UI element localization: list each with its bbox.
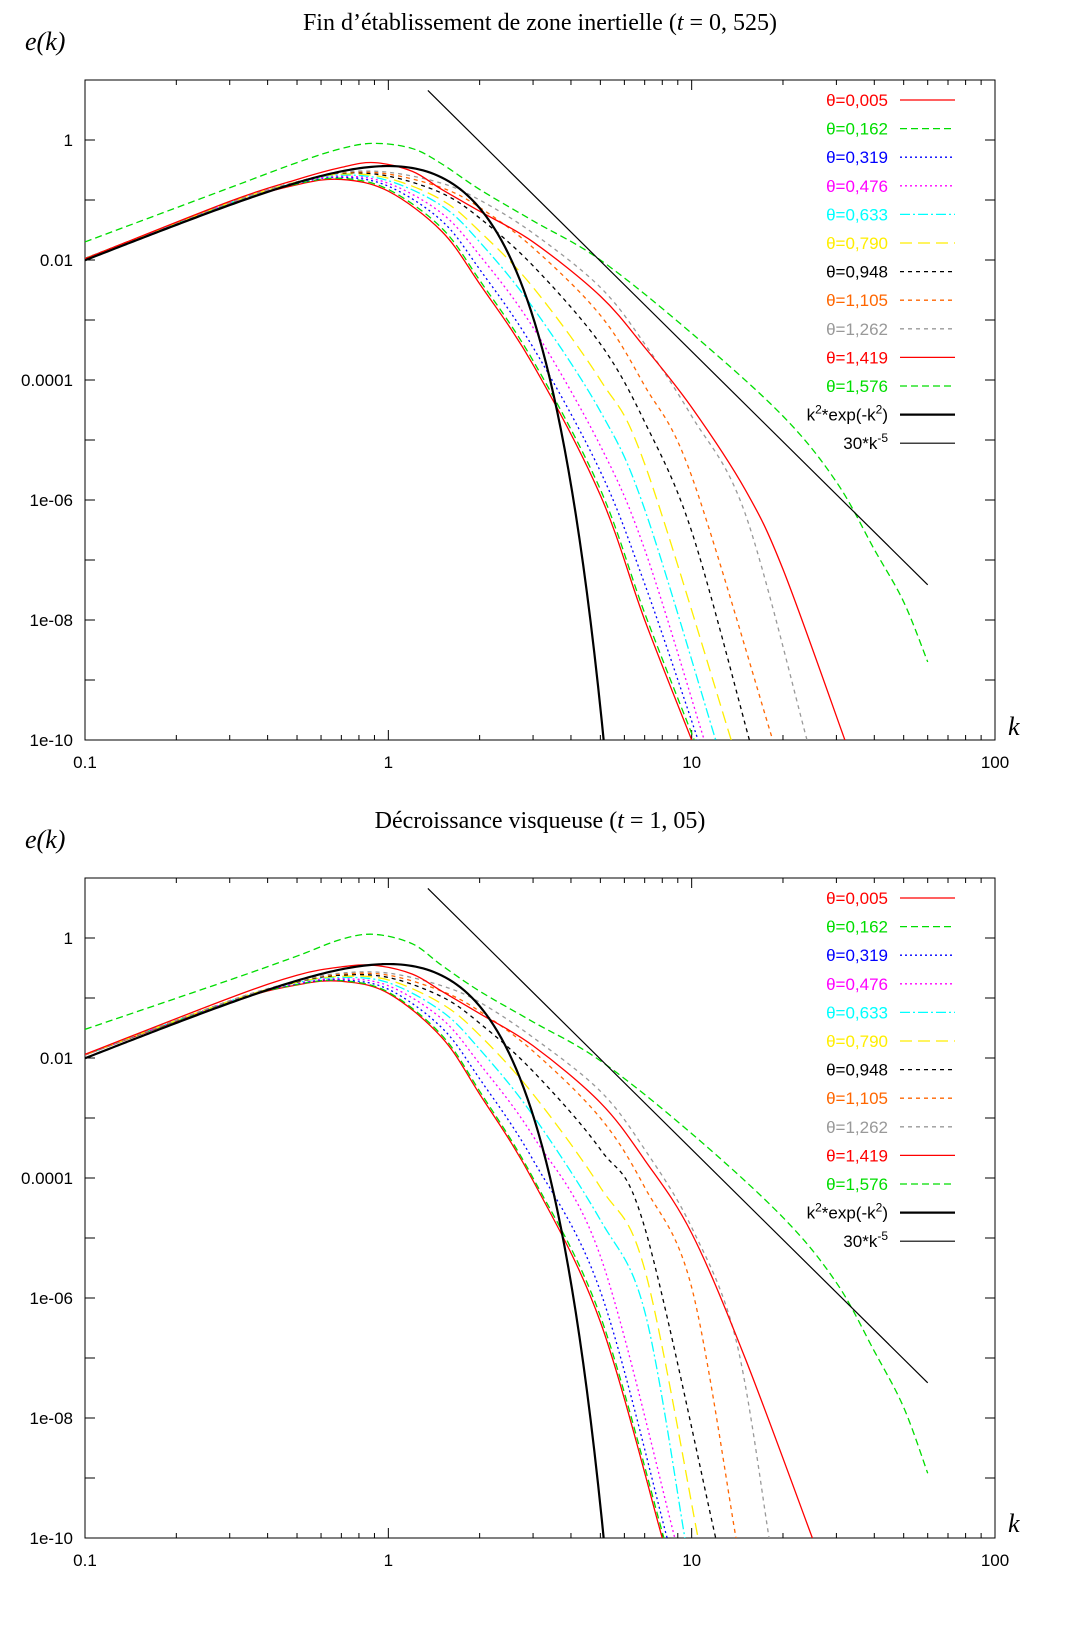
y-tick-label: 0.0001 (21, 1169, 73, 1188)
x-tick-label: 10 (682, 753, 701, 772)
legend-label-5: θ=0,633 (826, 1003, 888, 1022)
legend-label-7: θ=0,948 (826, 1061, 888, 1080)
legend-label-10: θ=1,419 (826, 348, 888, 367)
y-axis-label: e(k) (25, 825, 65, 854)
y-tick-label: 1e-08 (30, 1409, 73, 1428)
y-tick-label: 1 (64, 131, 73, 150)
y-axis-label: e(k) (25, 27, 65, 56)
series-group (85, 90, 929, 740)
legend-label-12: k2*exp(-k2) (807, 1201, 888, 1223)
series-line-9 (85, 170, 808, 740)
y-tick-label: 0.0001 (21, 371, 73, 390)
series-line-2 (85, 177, 695, 740)
y-tick-label: 0.01 (40, 1049, 73, 1068)
series-line-10 (85, 161, 846, 740)
y-tick-label: 1e-06 (30, 1289, 73, 1308)
legend-label-13: 30*k-5 (843, 431, 888, 453)
legend-label-6: θ=0,790 (826, 234, 888, 253)
x-tick-label: 10 (682, 1551, 701, 1570)
legend-label-11: θ=1,576 (826, 1175, 888, 1194)
legend: θ=0,005 θ=0,162 θ=0,319 θ=0,476 θ=0,633 θ=0,7… (807, 91, 955, 453)
legend-label-2: θ=0,162 (826, 120, 888, 139)
series-line-1 (85, 980, 663, 1538)
chart-title: Décroissance visqueuse (t = 1, 05) (375, 808, 706, 834)
legend-label-5: θ=0,633 (826, 205, 888, 224)
series-line-11 (85, 933, 929, 1474)
legend-label-3: θ=0,319 (826, 148, 888, 167)
x-tick-label: 0.1 (73, 753, 97, 772)
chart-panel-1: Fin d’établissement de zone inertielle (… (21, 10, 1020, 772)
legend-label-4: θ=0,476 (826, 975, 888, 994)
x-tick-label: 1 (384, 753, 393, 772)
legend-label-9: θ=1,262 (826, 320, 888, 339)
legend: θ=0,005 θ=0,162 θ=0,319 θ=0,476 θ=0,633 θ=0,7… (807, 889, 955, 1251)
series-line-7 (85, 172, 751, 740)
legend-label-13: 30*k-5 (843, 1229, 888, 1251)
y-tick-label: 0.01 (40, 251, 73, 270)
x-tick-label: 100 (981, 753, 1009, 772)
plot-frame (84, 877, 996, 1539)
y-tick-label: 1e-08 (30, 611, 73, 630)
chart-panel-2: Décroissance visqueuse (t = 1, 05) e(k) k 0… (21, 808, 1020, 1570)
series-line-13 (427, 90, 929, 586)
y-tick-label: 1e-06 (30, 491, 73, 510)
series-line-4 (85, 977, 676, 1538)
x-axis-label: k (1008, 1509, 1020, 1538)
x-tick-label: 100 (981, 1551, 1009, 1570)
legend-label-6: θ=0,790 (826, 1032, 888, 1051)
series-group (85, 888, 929, 1538)
legend-label-8: θ=1,105 (826, 1089, 888, 1108)
series-line-6 (85, 173, 732, 740)
series-line-1 (85, 178, 693, 740)
series-line-8 (85, 972, 737, 1538)
series-line-9 (85, 971, 770, 1538)
legend-label-4: θ=0,476 (826, 177, 888, 196)
series-line-5 (85, 174, 717, 740)
legend-label-8: θ=1,105 (826, 291, 888, 310)
legend-label-11: θ=1,576 (826, 377, 888, 396)
legend-label-9: θ=1,262 (826, 1118, 888, 1137)
legend-label-10: θ=1,419 (826, 1146, 888, 1165)
y-tick-label: 1e-10 (30, 731, 73, 750)
legend-label-12: k2*exp(-k2) (807, 403, 888, 425)
series-line-2 (85, 979, 665, 1538)
series-line-4 (85, 175, 705, 740)
legend-label-3: θ=0,319 (826, 946, 888, 965)
plot-frame (84, 79, 996, 741)
legend-label-2: θ=0,162 (826, 918, 888, 937)
x-axis-label: k (1008, 712, 1020, 741)
series-line-5 (85, 976, 686, 1538)
x-tick-label: 0.1 (73, 1551, 97, 1570)
series-line-6 (85, 975, 699, 1538)
legend-label-1: θ=0,005 (826, 889, 888, 908)
chart-title: Fin d’établissement de zone inertielle (… (303, 10, 777, 36)
series-line-7 (85, 973, 717, 1538)
series-line-12 (85, 962, 605, 1538)
legend-label-7: θ=0,948 (826, 263, 888, 282)
y-tick-label: 1 (64, 929, 73, 948)
x-tick-label: 1 (384, 1551, 393, 1570)
series-line-10 (85, 964, 813, 1538)
legend-label-1: θ=0,005 (826, 91, 888, 110)
series-line-12 (85, 164, 605, 740)
series-line-3 (85, 979, 668, 1538)
y-tick-label: 1e-10 (30, 1529, 73, 1548)
series-line-13 (427, 888, 929, 1384)
series-line-11 (85, 142, 929, 663)
